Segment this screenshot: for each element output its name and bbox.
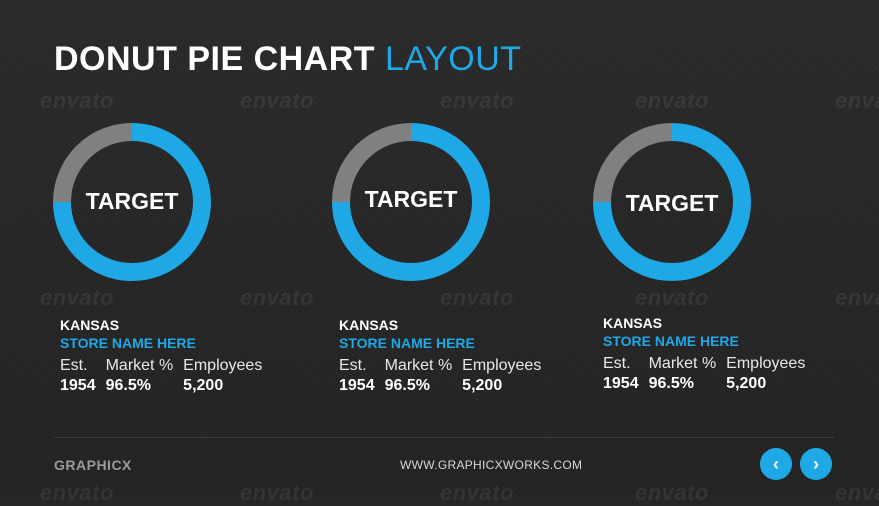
store-stats: Est. 1954 Market % 96.5% Employees 5,200 <box>603 354 853 394</box>
chevron-right-icon: › <box>813 453 819 474</box>
stat-established: Est. 1954 <box>603 355 639 392</box>
donut-chart-card-3: TARGET KANSAS STORE NAME HERE Est. 1954 … <box>590 120 840 410</box>
envato-watermark: envato <box>240 285 314 310</box>
envato-watermark: envato <box>835 285 879 310</box>
website-url[interactable]: WWW.GRAPHICXWORKS.COM <box>400 458 583 472</box>
donut-slice-2 <box>332 123 412 203</box>
chevron-left-icon: ‹ <box>773 453 779 474</box>
envato-watermark: envato <box>835 480 879 505</box>
donut-slice-2 <box>53 123 133 203</box>
prev-slide-button[interactable]: ‹ <box>760 448 792 480</box>
donut-chart-2 <box>332 123 490 281</box>
envato-watermark: envato <box>835 88 879 113</box>
envato-watermark: envato <box>635 88 709 113</box>
donut-slice-1 <box>53 123 211 281</box>
envato-watermark: envato <box>440 480 514 505</box>
donut-center-label: TARGET <box>364 186 458 212</box>
store-info: KANSAS STORE NAME HERE Est. 1954 Market … <box>603 314 853 394</box>
store-stats: Est. 1954 Market % 96.5% Employees 5,200 <box>60 356 310 396</box>
donut-slice-2 <box>593 123 673 203</box>
stat-market: Market % 96.5% <box>105 357 174 394</box>
donut-chart-card-1: TARGET KANSAS STORE NAME HERE Est. 1954 … <box>50 120 300 410</box>
stat-employees: Employees 5,200 <box>726 355 806 392</box>
envato-watermark: envato <box>440 88 514 113</box>
store-state: KANSAS <box>339 317 399 333</box>
donut-slice-1 <box>332 123 490 281</box>
store-state: KANSAS <box>60 317 120 333</box>
stat-employees: Employees 5,200 <box>462 357 542 394</box>
envato-watermark: envato <box>635 285 709 310</box>
stat-employees: Employees 5,200 <box>183 357 263 394</box>
donut-center-label: TARGET <box>85 188 179 214</box>
envato-watermark: envato <box>40 480 114 505</box>
next-slide-button[interactable]: › <box>800 448 832 480</box>
donut-chart-3 <box>593 123 751 281</box>
page-title: DONUT PIE CHART LAYOUT <box>54 40 522 79</box>
title-accent: LAYOUT <box>385 40 522 78</box>
store-name: STORE NAME HERE <box>339 335 475 351</box>
envato-watermark: envato <box>635 480 709 505</box>
envato-watermark: envato <box>240 480 314 505</box>
store-name: STORE NAME HERE <box>60 335 196 351</box>
store-state: KANSAS <box>603 315 663 331</box>
donut-chart-1 <box>53 123 211 281</box>
stat-market: Market % 96.5% <box>384 357 453 394</box>
stat-established: Est. 1954 <box>339 357 375 394</box>
store-info: KANSAS STORE NAME HERE Est. 1954 Market … <box>60 316 310 396</box>
title-main: DONUT PIE CHART <box>54 40 376 78</box>
donut-center-label: TARGET <box>625 190 719 216</box>
footer-divider <box>54 437 834 438</box>
donut-chart-card-2: TARGET KANSAS STORE NAME HERE Est. 1954 … <box>329 120 579 410</box>
envato-watermark: envato <box>40 285 114 310</box>
brand-logo: GRAPHICX <box>54 457 132 473</box>
envato-watermark: envato <box>240 88 314 113</box>
envato-watermark: envato <box>40 88 114 113</box>
stat-established: Est. 1954 <box>60 357 96 394</box>
donut-slice-1 <box>593 123 751 281</box>
store-name: STORE NAME HERE <box>603 333 739 349</box>
store-info: KANSAS STORE NAME HERE Est. 1954 Market … <box>339 316 589 396</box>
envato-watermark: envato <box>440 285 514 310</box>
stat-market: Market % 96.5% <box>648 355 717 392</box>
store-stats: Est. 1954 Market % 96.5% Employees 5,200 <box>339 356 589 396</box>
